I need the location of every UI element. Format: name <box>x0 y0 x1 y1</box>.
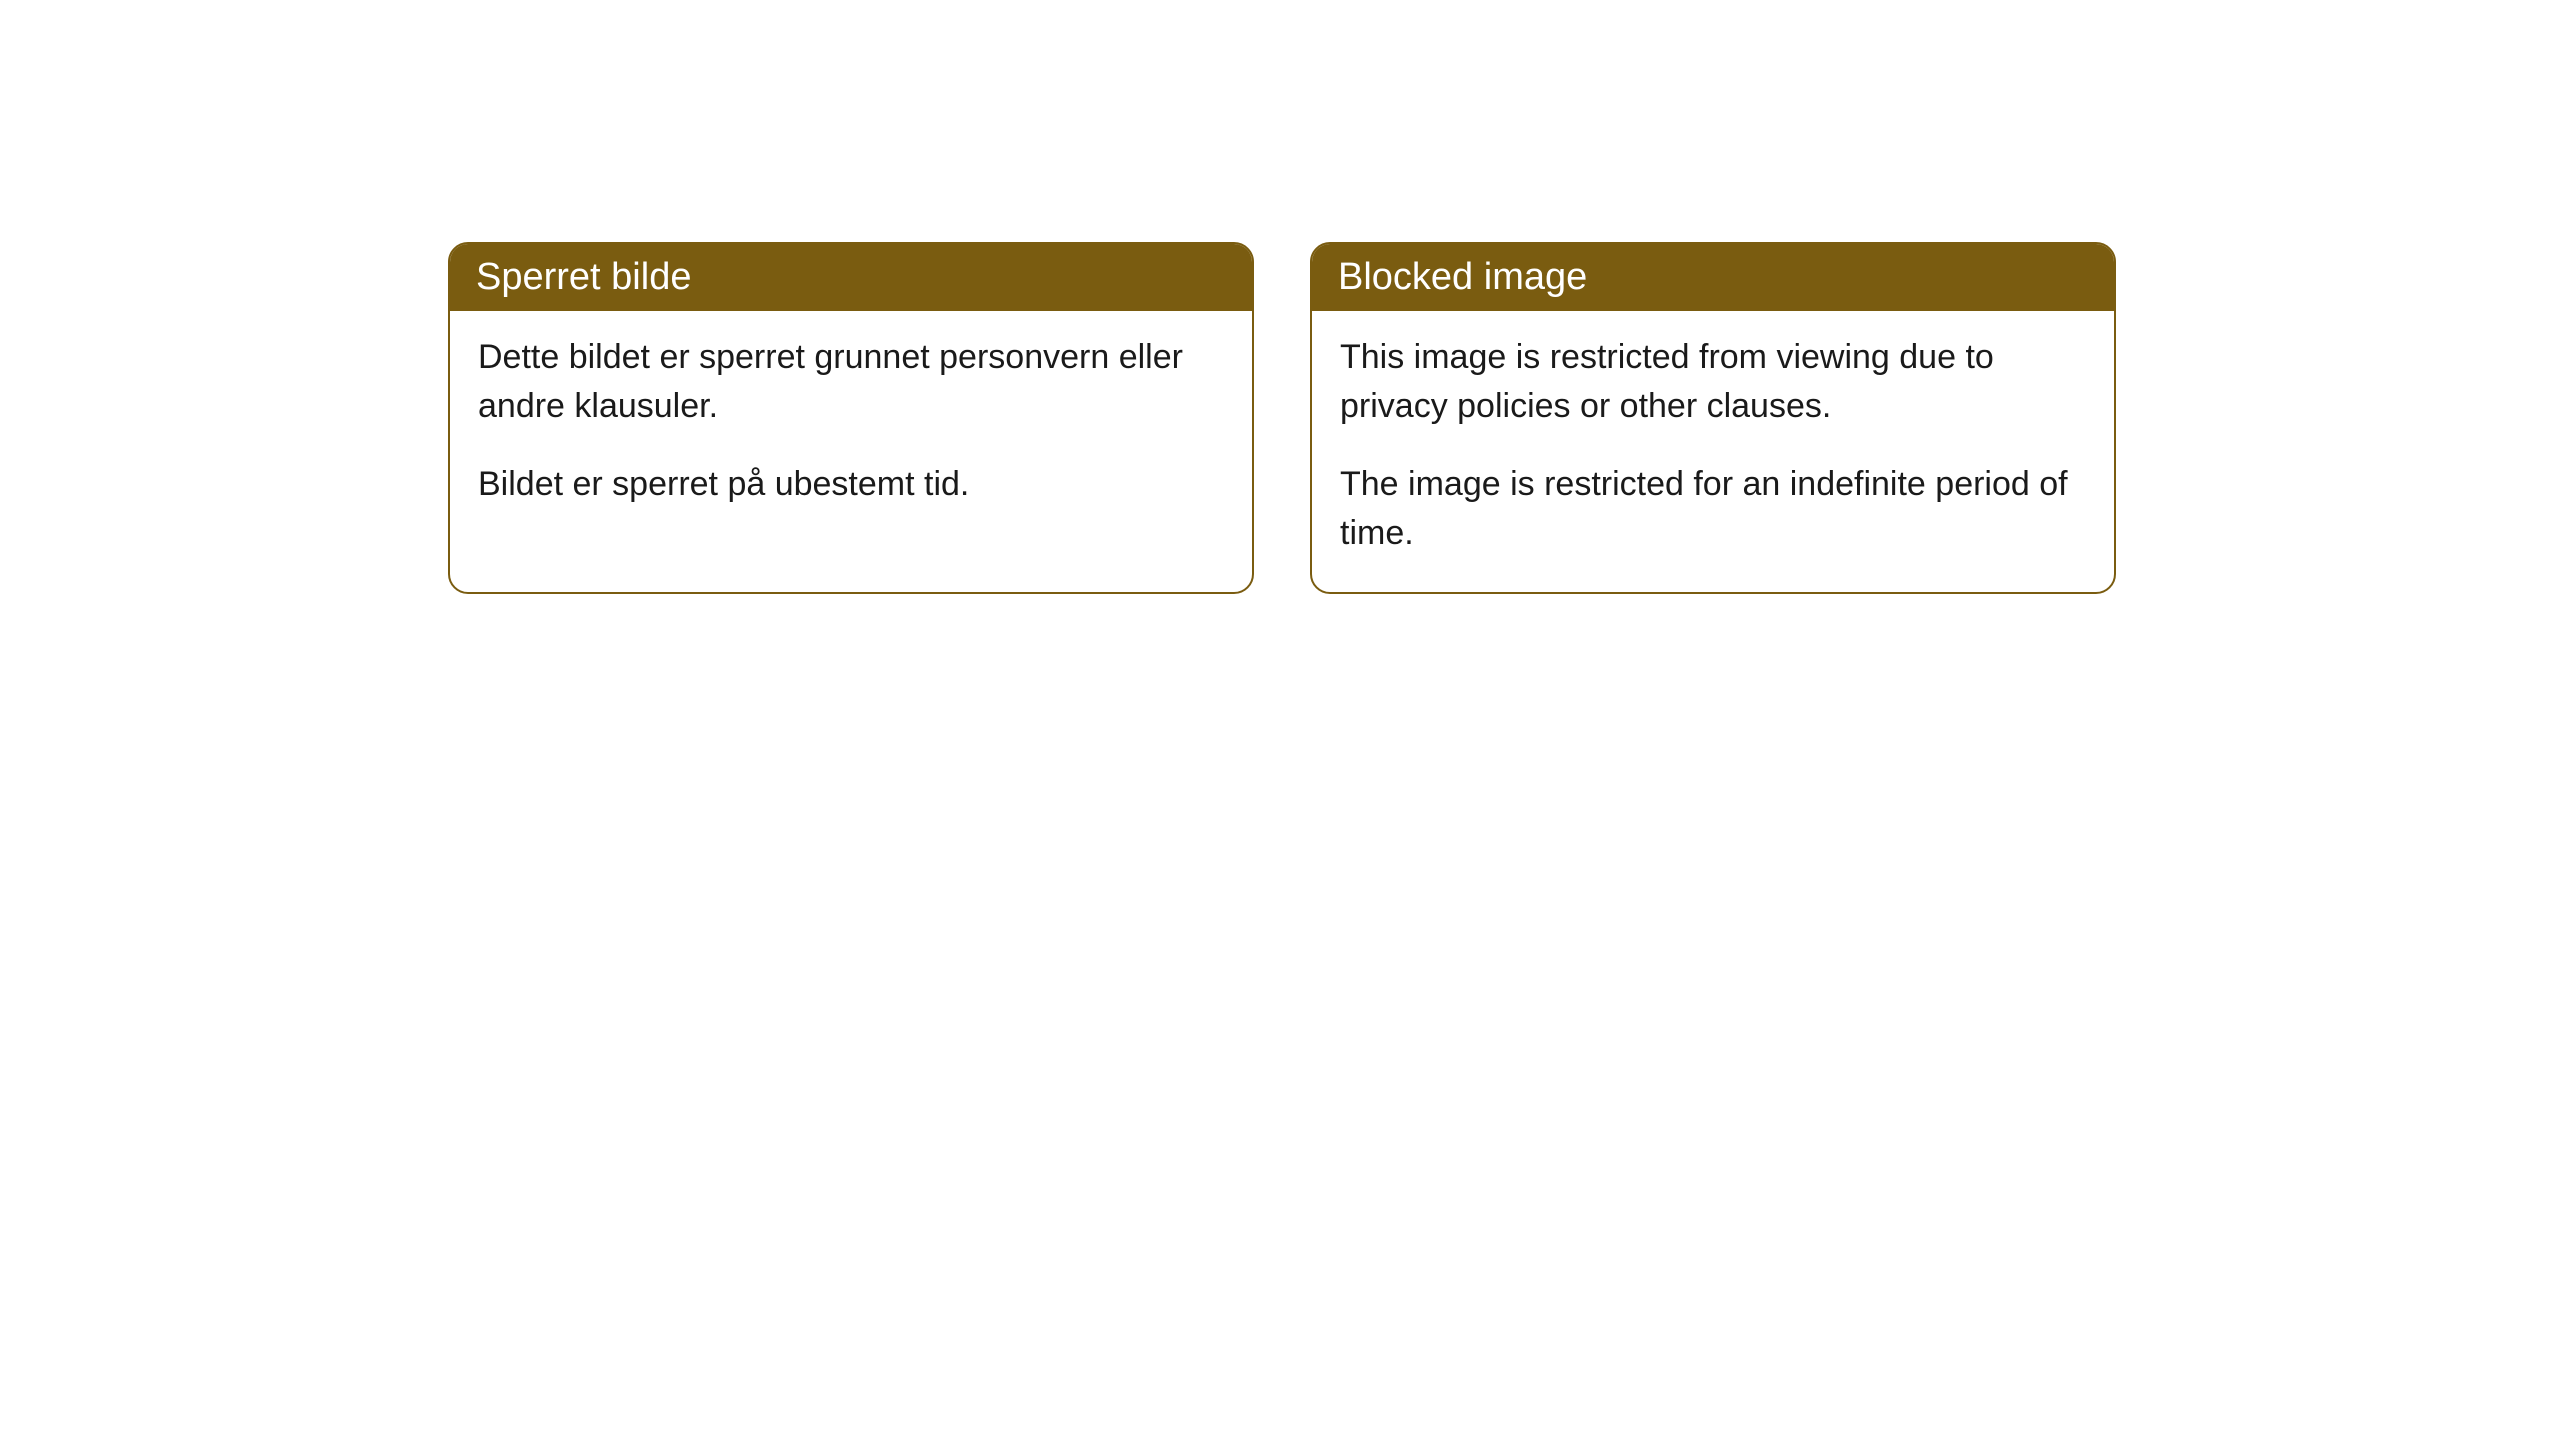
card-header-english: Blocked image <box>1312 244 2114 311</box>
card-body-english: This image is restricted from viewing du… <box>1312 311 2114 592</box>
notice-card-norwegian: Sperret bilde Dette bildet er sperret gr… <box>448 242 1254 594</box>
card-paragraph: The image is restricted for an indefinit… <box>1340 460 2086 559</box>
card-title: Sperret bilde <box>476 256 691 298</box>
notice-cards-container: Sperret bilde Dette bildet er sperret gr… <box>448 242 2116 594</box>
notice-card-english: Blocked image This image is restricted f… <box>1310 242 2116 594</box>
card-paragraph: Dette bildet er sperret grunnet personve… <box>478 333 1224 432</box>
card-header-norwegian: Sperret bilde <box>450 244 1252 311</box>
card-title: Blocked image <box>1338 256 1587 298</box>
card-paragraph: Bildet er sperret på ubestemt tid. <box>478 460 1224 509</box>
card-body-norwegian: Dette bildet er sperret grunnet personve… <box>450 311 1252 543</box>
card-paragraph: This image is restricted from viewing du… <box>1340 333 2086 432</box>
